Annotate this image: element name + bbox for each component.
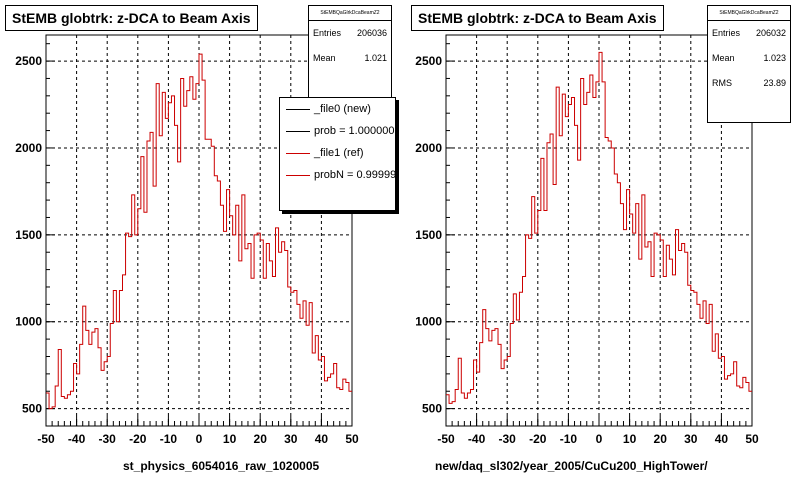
y-tick-label: 1500: [415, 228, 442, 242]
legend-swatch: [286, 131, 310, 132]
x-tick-label: -10: [160, 432, 178, 446]
histogram-pad-right: -50 -40 -30 -20 -10 0 10 20 30 40 50 500 1000 1500 200…: [400, 0, 800, 480]
stats-value: 206032: [755, 28, 786, 38]
x-tick-label: 40: [715, 432, 729, 446]
x-tick-label: 0: [196, 432, 203, 446]
y-tick-label: 1500: [15, 228, 42, 242]
x-axis-title-right: new/daq_sl302/year_2005/CuCu200_HighTowe…: [435, 459, 708, 473]
y-tick-label: 500: [22, 402, 42, 416]
legend-label: _file0 (new): [314, 103, 371, 115]
x-tick-label: -40: [468, 432, 486, 446]
x-tick-label: -50: [37, 432, 55, 446]
y-tick-label: 1000: [415, 315, 442, 329]
stats-row-entries: Entries 206032: [708, 21, 790, 46]
x-tick-label: -30: [99, 432, 117, 446]
stats-value: 23.89: [763, 78, 786, 88]
stats-row-rms: RMS 23.89: [708, 71, 790, 96]
x-tick-label: -50: [437, 432, 455, 446]
stats-label: Mean: [313, 53, 336, 63]
stats-label: RMS: [712, 78, 732, 88]
histogram-pad-left: -50 -40 -30 -20 -10 0 10 20 30 40 50 500 1000 1500 200…: [5, 5, 396, 473]
legend-item-file1: _file1 (ref): [280, 142, 395, 164]
legend-box: _file0 (new) prob = 1.000000 _file1 (ref…: [279, 97, 396, 211]
histogram-series: [446, 51, 752, 404]
x-tick-label: 50: [345, 432, 359, 446]
x-tick-label: -20: [529, 432, 547, 446]
x-tick-label: 20: [654, 432, 668, 446]
stats-value: 1.023: [763, 53, 786, 63]
stats-row-entries: Entries 206036: [309, 21, 391, 46]
pad-title-left: StEMB globtrk: z-DCA to Beam Axis: [5, 5, 258, 31]
x-tick-label: 10: [223, 432, 237, 446]
x-tick-label: 0: [596, 432, 603, 446]
stats-box-right: StEMBQaGlrkDcaBeamZ2 Entries 206032 Mean 1…: [707, 5, 791, 123]
legend-swatch: [286, 153, 310, 154]
stats-name: StEMBQaGlrkDcaBeamZ2: [708, 6, 790, 21]
y-tick-label: 2500: [15, 54, 42, 68]
x-tick-label: -30: [499, 432, 517, 446]
x-tick-label: -40: [68, 432, 86, 446]
stats-label: Entries: [712, 28, 741, 38]
x-tick-label: 50: [745, 432, 759, 446]
pad-title-right: StEMB globtrk: z-DCA to Beam Axis: [411, 5, 664, 31]
legend-label: probN = 0.999999: [314, 169, 396, 181]
histogram-plot-right: -50 -40 -30 -20 -10 0 10 20 30 40 50 500 1000 1500 200…: [415, 34, 759, 446]
stats-label: Mean: [712, 53, 735, 63]
x-tick-label: 20: [254, 432, 268, 446]
histogram-series: [46, 53, 352, 410]
y-tick-label: 500: [422, 402, 442, 416]
y-tick-label: 2500: [415, 54, 442, 68]
legend-item-prob: prob = 1.000000: [280, 120, 395, 142]
y-tick-label: 2000: [15, 141, 42, 155]
y-tick-label: 2000: [415, 141, 442, 155]
x-axis-title-left: st_physics_6054016_raw_1020005: [123, 459, 320, 473]
stats-value: 206036: [356, 28, 387, 38]
x-tick-label: 30: [684, 432, 698, 446]
stats-row-mean: Mean 1.021: [309, 46, 391, 71]
legend-swatch: [286, 175, 310, 176]
legend-item-probn: probN = 0.999999: [280, 164, 395, 186]
x-tick-label: -10: [560, 432, 578, 446]
x-tick-label: 30: [284, 432, 298, 446]
legend-label: prob = 1.000000: [314, 125, 395, 137]
stats-value: 1.021: [364, 53, 387, 63]
x-tick-label: 10: [623, 432, 637, 446]
legend-label: _file1 (ref): [314, 147, 364, 159]
legend-item-file0: _file0 (new): [280, 98, 395, 120]
stats-row-mean: Mean 1.023: [708, 46, 790, 71]
y-tick-label: 1000: [15, 315, 42, 329]
stats-name: StEMBQaGlrkDcaBeamZ2: [309, 6, 391, 21]
x-tick-label: 40: [315, 432, 329, 446]
x-tick-label: -20: [129, 432, 147, 446]
legend-swatch: [286, 109, 310, 110]
stats-label: Entries: [313, 28, 342, 38]
